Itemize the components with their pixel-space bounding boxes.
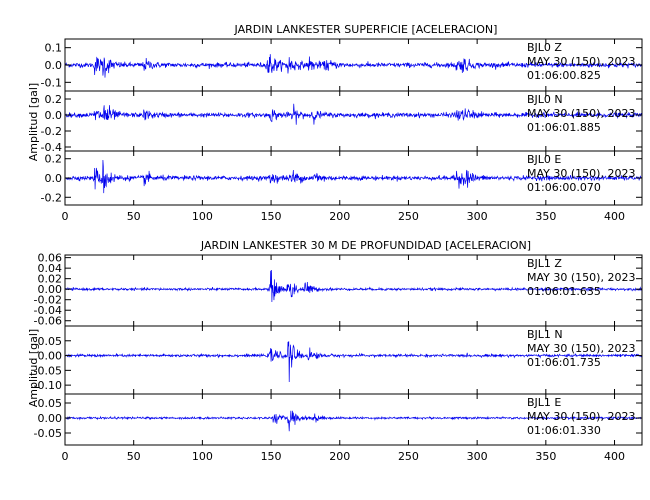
panel-1-2-station-label: BJL1 E xyxy=(527,396,561,409)
panel-1-0-ytick-label: -0.02 xyxy=(34,294,62,307)
x-tick-label-1: 250 xyxy=(398,450,419,463)
panel-1-1-ytick-label: -0.05 xyxy=(34,364,62,377)
panel-0-1-station-label: BJL0 N xyxy=(527,93,563,106)
x-tick-label-0: 400 xyxy=(604,210,625,223)
panel-1-0-waveform xyxy=(64,269,643,302)
panel-0-0-ytick-label: 0.1 xyxy=(45,42,63,55)
x-tick-label-0: 100 xyxy=(192,210,213,223)
panel-0-2-time-label: 01:06:00.070 xyxy=(527,181,601,194)
panel-1-2-frame xyxy=(64,393,643,446)
panel-0-2-ytick-label: 0.0 xyxy=(45,172,63,185)
panel-0-1-ytick-label: -0.2 xyxy=(41,125,62,138)
panel-0-2-station-label: BJL0 E xyxy=(527,153,561,166)
x-tick-label-0: 300 xyxy=(467,210,488,223)
panel-1-1-time-label: 01:06:01.735 xyxy=(527,356,601,369)
x-tick-label-1: 0 xyxy=(62,450,69,463)
panel-1-0-ytick-label: 0.00 xyxy=(38,283,63,296)
panel-0-1-ytick-label: -0.4 xyxy=(41,141,62,154)
panel-0-2-date-label: MAY 30 (150), 2023 xyxy=(527,167,635,180)
panel-1-1-ytick-label: 0.05 xyxy=(38,335,63,348)
panel-1-0-station-label: BJL1 Z xyxy=(527,257,562,270)
x-tick-label-1: 50 xyxy=(127,450,141,463)
panel-1-2-ytick-label: -0.05 xyxy=(34,427,62,440)
y-axis-label-depth: Amplitud [gal] xyxy=(27,329,40,407)
panel-1-0-ytick-label: -0.04 xyxy=(34,304,62,317)
x-tick-label-0: 0 xyxy=(62,210,69,223)
x-tick-label-0: 150 xyxy=(261,210,282,223)
panel-1-0-ytick-label: 0.02 xyxy=(38,273,63,286)
x-tick-label-1: 400 xyxy=(604,450,625,463)
panel-1-1-station-label: BJL1 N xyxy=(527,328,563,341)
x-tick-label-0: 50 xyxy=(127,210,141,223)
chart-title-depth: JARDIN LANKESTER 30 M DE PROFUNDIDAD [AC… xyxy=(200,239,531,252)
panel-0-0-date-label: MAY 30 (150), 2023 xyxy=(527,55,635,68)
panel-1-0-ytick-label: 0.06 xyxy=(38,252,63,265)
panel-0-0-ytick-label: 0.0 xyxy=(45,59,63,72)
panel-0-0-ytick-label: -0.1 xyxy=(41,76,62,89)
panel-1-0-ytick-label: -0.06 xyxy=(34,315,62,328)
panel-1-0-ytick-label: 0.04 xyxy=(38,262,63,275)
panel-1-0-date-label: MAY 30 (150), 2023 xyxy=(527,271,635,284)
x-tick-label-1: 200 xyxy=(329,450,350,463)
panel-1-2-waveform xyxy=(64,410,643,432)
panel-1-2-date-label: MAY 30 (150), 2023 xyxy=(527,410,635,423)
x-tick-label-1: 150 xyxy=(261,450,282,463)
x-tick-label-0: 250 xyxy=(398,210,419,223)
x-tick-label-0: 350 xyxy=(535,210,556,223)
panel-0-1-waveform xyxy=(64,103,643,125)
x-tick-label-1: 100 xyxy=(192,450,213,463)
panel-0-2-ytick-label: 0.2 xyxy=(45,153,63,166)
panel-0-0-station-label: BJL0 Z xyxy=(527,41,562,54)
panel-1-0-time-label: 01:06:01.635 xyxy=(527,285,601,298)
panel-0-2-ytick-label: -0.2 xyxy=(41,191,62,204)
panel-0-1-ytick-label: 0.2 xyxy=(45,93,63,106)
x-tick-label-0: 200 xyxy=(329,210,350,223)
panel-0-0-time-label: 01:06:00.825 xyxy=(527,69,601,82)
chart-title-surface: JARDIN LANKESTER SUPERFICIE [ACELERACION… xyxy=(234,23,498,36)
panel-0-1-ytick-label: 0.0 xyxy=(45,109,63,122)
panel-0-0-waveform xyxy=(64,54,643,78)
panel-1-1-date-label: MAY 30 (150), 2023 xyxy=(527,342,635,355)
panel-1-1-ytick-label: -0.10 xyxy=(34,379,62,392)
panel-1-1-waveform xyxy=(64,341,643,382)
panel-1-2-ytick-label: 0.00 xyxy=(38,412,63,425)
panel-1-2-ytick-label: 0.05 xyxy=(38,397,63,410)
panel-1-2-time-label: 01:06:01.330 xyxy=(527,424,601,437)
x-tick-label-1: 350 xyxy=(535,450,556,463)
panel-0-1-date-label: MAY 30 (150), 2023 xyxy=(527,107,635,120)
y-axis-label-surface: Amplitud [gal] xyxy=(27,83,40,161)
x-tick-label-1: 300 xyxy=(467,450,488,463)
panel-1-1-ytick-label: 0.00 xyxy=(38,350,63,363)
panel-0-1-time-label: 01:06:01.885 xyxy=(527,121,601,134)
panel-0-2-waveform xyxy=(64,159,643,194)
